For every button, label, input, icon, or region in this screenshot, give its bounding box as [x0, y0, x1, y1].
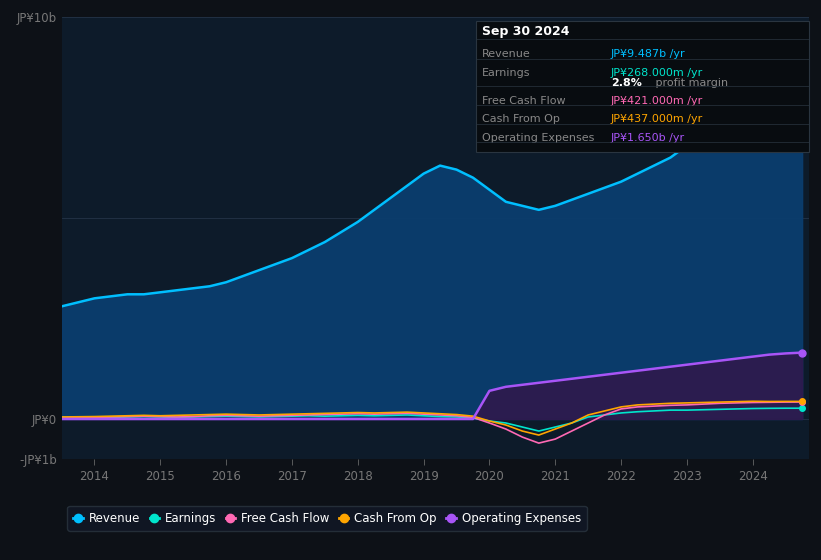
Text: profit margin: profit margin [652, 78, 728, 88]
Text: 2.8%: 2.8% [611, 78, 641, 88]
Text: Sep 30 2024: Sep 30 2024 [482, 25, 570, 38]
Text: JP¥9.487b /yr: JP¥9.487b /yr [611, 49, 686, 59]
FancyBboxPatch shape [476, 21, 809, 152]
Text: JP¥437.000m /yr: JP¥437.000m /yr [611, 114, 703, 124]
Text: Revenue: Revenue [482, 49, 531, 59]
Text: Free Cash Flow: Free Cash Flow [482, 96, 566, 106]
Text: Operating Expenses: Operating Expenses [482, 133, 594, 143]
Text: JP¥1.650b /yr: JP¥1.650b /yr [611, 133, 685, 143]
Text: Earnings: Earnings [482, 68, 530, 78]
Legend: Revenue, Earnings, Free Cash Flow, Cash From Op, Operating Expenses: Revenue, Earnings, Free Cash Flow, Cash … [67, 506, 587, 531]
Text: JP¥268.000m /yr: JP¥268.000m /yr [611, 68, 703, 78]
Text: Cash From Op: Cash From Op [482, 114, 560, 124]
Text: JP¥421.000m /yr: JP¥421.000m /yr [611, 96, 703, 106]
